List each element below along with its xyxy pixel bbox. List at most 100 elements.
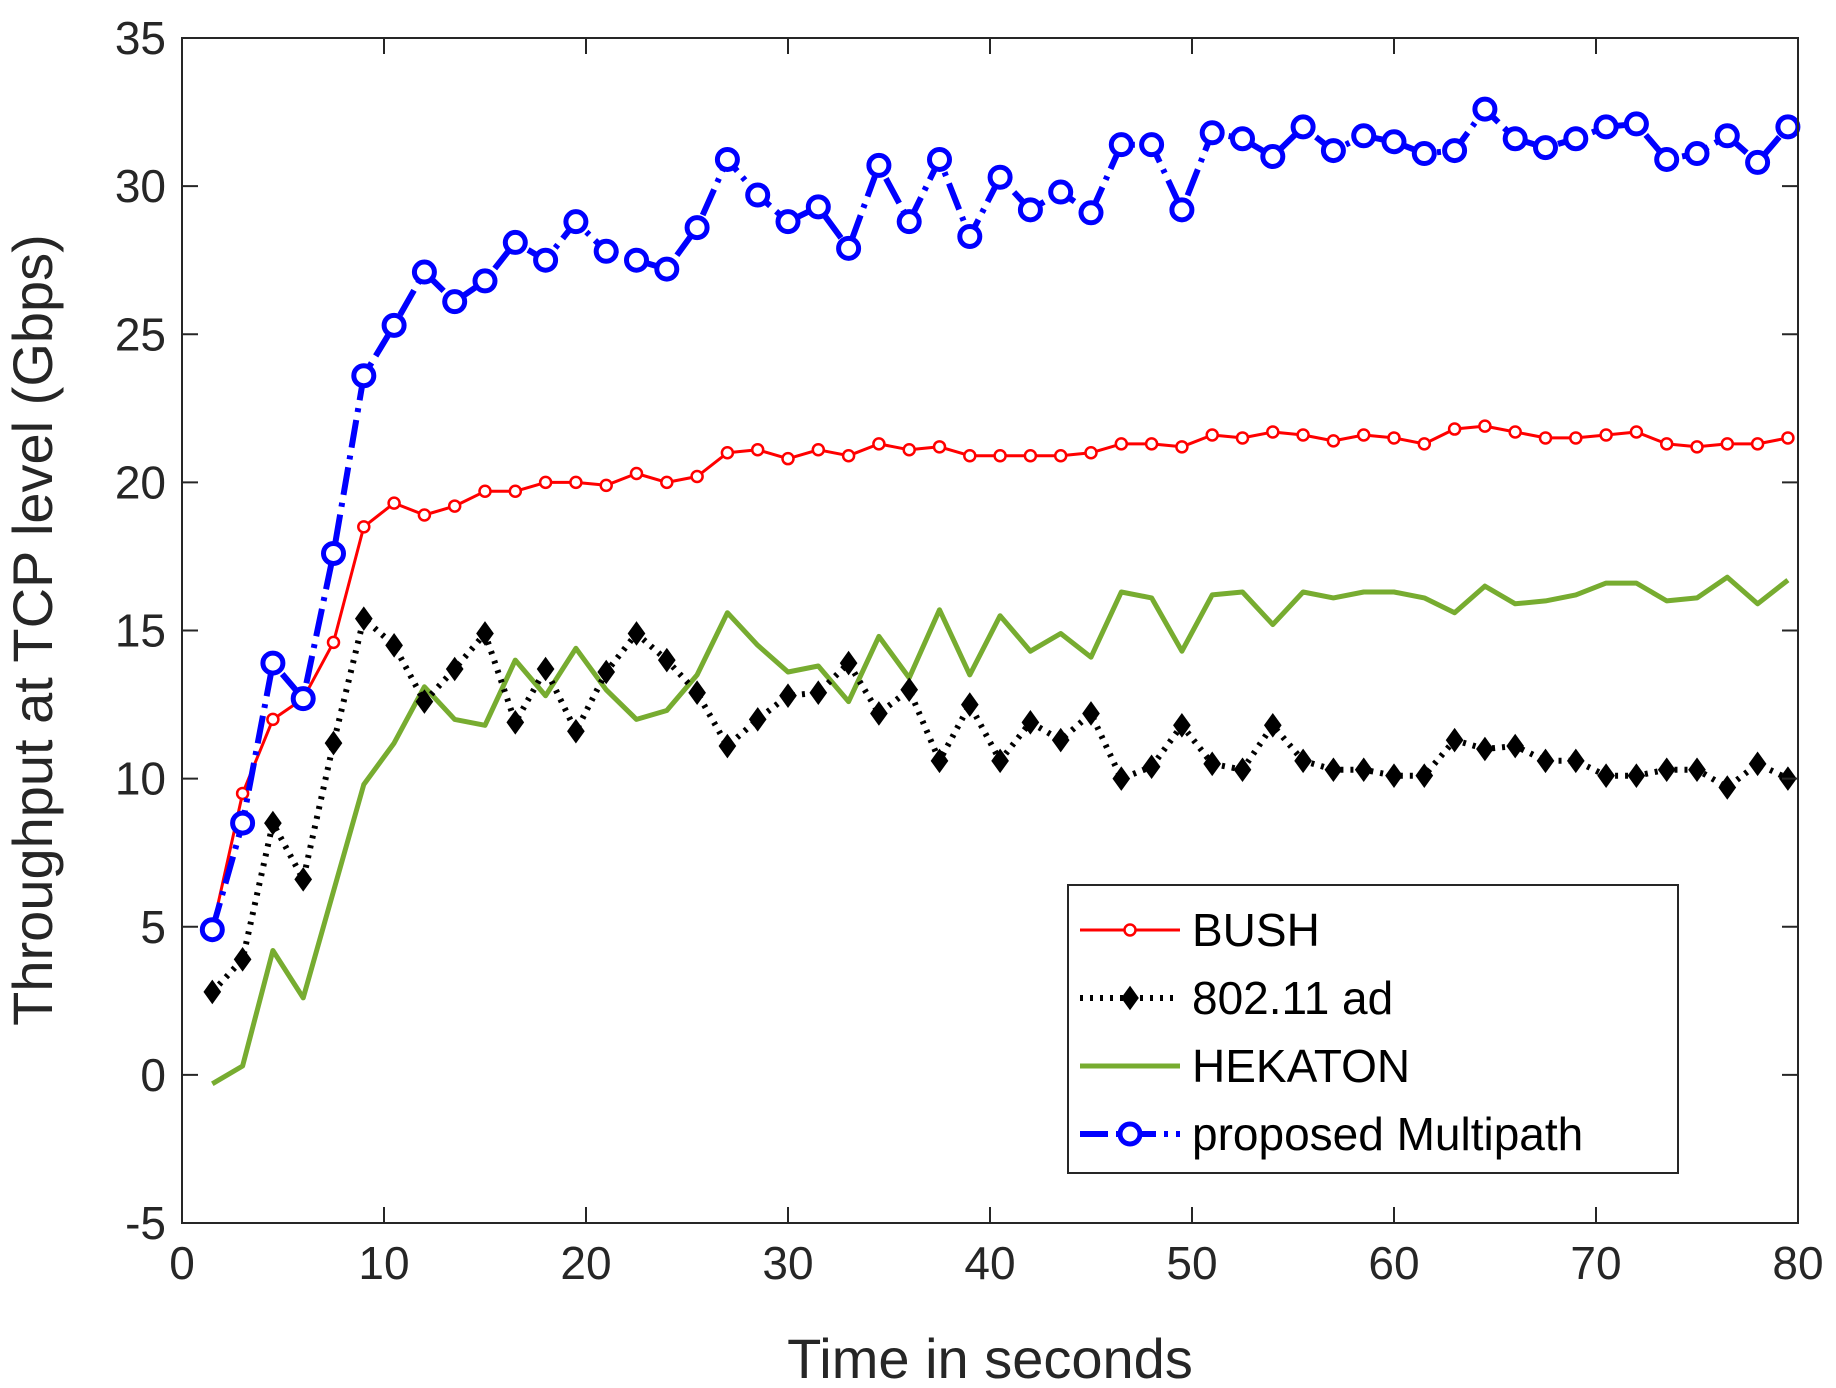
series-3-point-48	[1654, 146, 1680, 172]
series-3-point-3	[290, 686, 316, 712]
series-0-point-45	[1569, 431, 1583, 445]
series-3-point-39	[1381, 129, 1407, 155]
series-1-point-33	[1203, 751, 1222, 777]
series-3-point-40	[1411, 141, 1437, 167]
series-0-point-27	[1023, 448, 1038, 463]
x-tick-label-1: 10	[358, 1237, 409, 1289]
series-3-point-33	[1199, 120, 1225, 146]
series-0-point-51	[1750, 437, 1765, 451]
series-0-point-23	[902, 443, 916, 457]
series-3-point-21	[836, 235, 862, 261]
series-3-point-2	[260, 650, 286, 676]
series-1-point-18	[748, 707, 767, 732]
series-0-point-1	[235, 786, 250, 801]
series-1-point-30	[1112, 766, 1131, 791]
series-3-point-24	[927, 146, 952, 172]
series-3-point-46	[1593, 114, 1619, 140]
series-3-point-37	[1320, 138, 1346, 164]
y-tick-label-3: 10	[115, 753, 166, 805]
series-0-point-50	[1720, 437, 1735, 451]
series-1-point-15	[657, 647, 676, 673]
series-1-point-48	[1657, 757, 1676, 783]
series-3-point-0	[199, 917, 225, 943]
series-0-point-24	[932, 440, 947, 454]
series-3-point-35	[1260, 144, 1286, 169]
series-0-point-34	[1235, 431, 1250, 445]
x-tick-label-7: 70	[1570, 1237, 1621, 1289]
series-1-point-22	[870, 701, 888, 726]
series-0-point-31	[1144, 437, 1159, 451]
series-0-point-38	[1356, 428, 1371, 442]
series-3-point-29	[1078, 200, 1104, 226]
series-3-point-12	[563, 209, 589, 235]
series-0-point-26	[993, 448, 1007, 463]
series-0-point-40	[1417, 437, 1432, 451]
series-3-point-28	[1048, 179, 1074, 205]
y-tick-label-5: 20	[115, 456, 166, 508]
series-2	[211, 574, 1790, 1086]
series-3-point-19	[775, 209, 801, 235]
series-0-point-37	[1326, 434, 1341, 448]
series-0-point-52	[1781, 431, 1795, 445]
series-1-point-37	[1324, 757, 1343, 783]
series-1-point-0	[203, 979, 222, 1005]
series-0-point-15	[660, 475, 674, 490]
x-tick-label-6: 60	[1368, 1237, 1419, 1289]
y-tick-label-4: 15	[115, 605, 166, 657]
series-1-point-6	[385, 633, 403, 658]
legend-entry-0: BUSH	[1192, 904, 1320, 956]
x-tick-label-3: 30	[762, 1237, 813, 1289]
series-0-point-47	[1629, 425, 1644, 439]
series-1-point-46	[1597, 763, 1615, 788]
series-0-point-35	[1266, 425, 1280, 439]
legend-marker-0	[1123, 923, 1137, 937]
series-3-point-30	[1108, 132, 1134, 158]
series-3-point-52	[1775, 114, 1801, 140]
series-0-point-20	[811, 443, 826, 457]
x-axis-label: Time in seconds	[787, 1327, 1193, 1388]
series-1-point-34	[1233, 757, 1252, 783]
series-1	[203, 606, 1797, 1005]
x-tick-label-0: 0	[169, 1237, 195, 1289]
series-0-point-25	[963, 448, 977, 463]
x-tick-label-2: 20	[560, 1237, 611, 1289]
series-3-point-18	[745, 182, 771, 208]
series-0-point-11	[538, 475, 553, 490]
series-1-point-17	[718, 733, 737, 759]
series-1-point-11	[536, 656, 555, 682]
series-0-point-18	[750, 443, 765, 457]
series-1-point-38	[1354, 757, 1373, 783]
series-1-point-23	[900, 677, 919, 703]
series-1-point-40	[1415, 763, 1434, 788]
series-1-point-44	[1536, 748, 1555, 774]
series-1-point-5	[354, 606, 373, 631]
series-0-point-42	[1478, 419, 1492, 433]
series-0-point-7	[417, 508, 432, 522]
series-3	[199, 96, 1801, 943]
legend-box	[1067, 884, 1679, 1174]
series-1-point-50	[1718, 775, 1737, 800]
x-tick-label-5: 50	[1166, 1237, 1217, 1289]
series-1-point-9	[476, 621, 494, 646]
series-3-point-49	[1684, 141, 1710, 167]
series-1-point-3	[294, 867, 313, 892]
series-0-point-30	[1114, 437, 1129, 451]
series-3-point-41	[1442, 138, 1468, 164]
series-3-point-34	[1230, 126, 1255, 152]
series-0-point-44	[1538, 431, 1553, 445]
series-1-point-26	[991, 748, 1009, 774]
series-0-point-41	[1447, 422, 1462, 436]
series-1-point-36	[1294, 748, 1312, 774]
series-3-point-44	[1533, 135, 1558, 161]
series-1-point-14	[627, 621, 646, 646]
series-0-point-9	[478, 484, 492, 499]
series-1-point-24	[930, 748, 949, 774]
series-0-point-29	[1084, 446, 1098, 460]
series-1-point-12	[567, 718, 585, 744]
series-1-point-16	[688, 680, 706, 705]
series-1-point-7	[415, 689, 434, 714]
series-0-point-8	[447, 499, 462, 513]
legend-marker-1	[1121, 985, 1139, 1011]
series-1-point-31	[1142, 754, 1161, 780]
